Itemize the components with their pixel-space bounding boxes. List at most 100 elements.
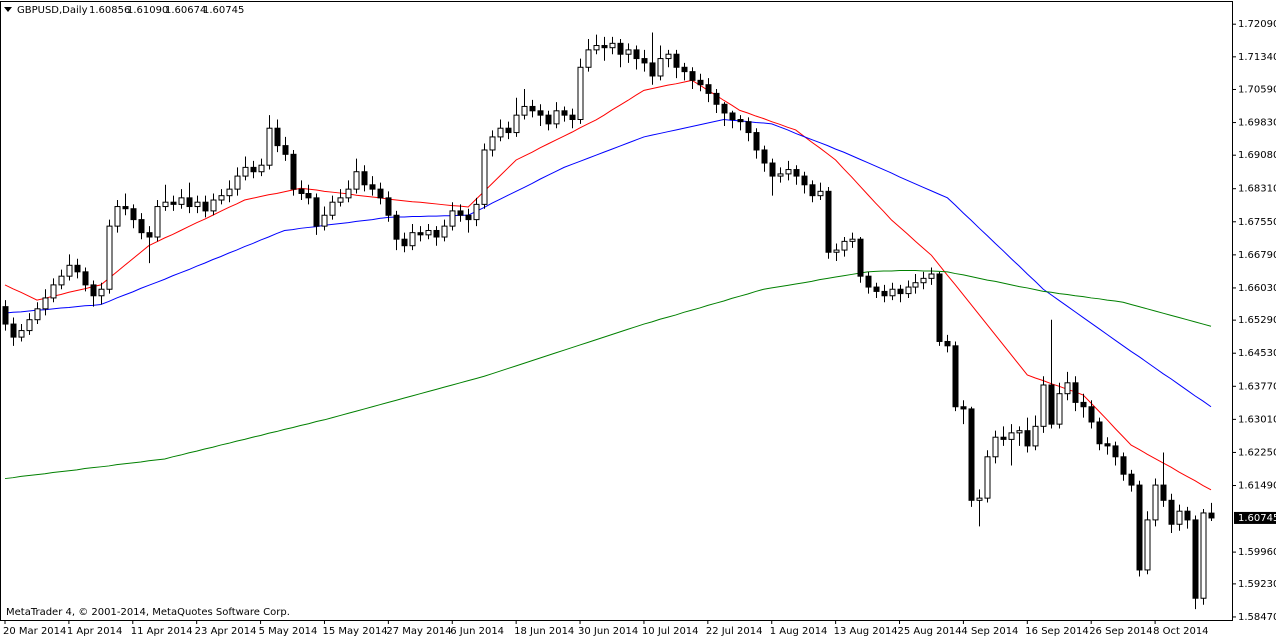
candle-body [873,286,880,292]
candle-body [1064,382,1071,395]
x-tick-label: 1 Aug 2014 [770,626,828,637]
candle-body [138,219,145,234]
candle-body [1120,456,1127,475]
candle-body [1008,432,1015,440]
candle-body [1152,484,1159,521]
candle-body [593,45,600,51]
candle-body [952,345,959,408]
plot-frame [0,1,1233,621]
candle-body [833,249,840,253]
candle-body [1032,425,1039,447]
candle-body [753,132,760,151]
candle-body [912,282,919,288]
y-tick-label: 1.63010 [1238,414,1276,425]
x-tick-label: 6 Jun 2014 [450,626,504,637]
candle-body [697,79,704,86]
candle-body [385,197,392,216]
candle-body [250,166,257,173]
candle-body [313,197,320,227]
candle-body [1144,519,1151,571]
candle-body [393,214,400,240]
candle-body [345,188,352,199]
candle-body [505,127,512,134]
candle-body [1048,384,1055,425]
candle-body [681,66,688,73]
candle-body [409,232,416,247]
x-tick-label: 20 Mar 2014 [3,626,66,637]
y-tick-label: 1.67550 [1238,217,1276,228]
candle-body [881,290,888,297]
x-tick-label: 18 Jun 2014 [514,626,574,637]
candle-body [170,201,177,205]
candle-body [905,286,912,295]
candle-body [321,214,328,227]
moving-average-line [4,79,1212,491]
candle-body [841,240,848,251]
candle-body [417,232,424,236]
candle-body [202,201,209,212]
candle-body [1136,484,1143,571]
candle-body [825,190,832,253]
last-price-label: 1.60745 [1238,513,1276,524]
candle-body [130,208,137,221]
y-tick-label: 1.69830 [1238,118,1276,129]
y-tick-label: 1.71340 [1238,52,1276,63]
candle-body [569,114,576,121]
y-tick-label: 1.66790 [1238,250,1276,261]
candle-body [2,306,9,325]
candle-body [857,238,864,277]
candle-body [337,197,344,203]
candle-body [1104,443,1111,447]
x-tick-label: 8 Oct 2014 [1153,626,1208,637]
candle-body [34,308,41,321]
candle-body [936,273,943,342]
candle-body [745,121,752,134]
candle-body [178,197,185,205]
y-tick-label: 1.63770 [1238,381,1276,392]
candle-body [761,149,768,164]
candle-body [553,110,560,125]
candle-body [1080,401,1087,408]
candle-body [290,153,297,190]
candle-body [242,166,249,177]
copyright: MetaTrader 4, © 2001-2014, MetaQuotes So… [6,607,290,618]
candle-body [481,149,488,205]
candle-body [282,145,289,155]
candle-body [817,190,824,197]
candle-body [329,201,336,216]
candle-body [513,114,520,134]
x-tick-label: 1 Apr 2014 [67,626,122,637]
candle-body [769,162,776,177]
candle-body [1096,421,1103,445]
x-tick-label: 22 Jul 2014 [706,626,763,637]
x-tick-label: 26 Sep 2014 [1089,626,1152,637]
candle-body [577,66,584,121]
candle-body [26,319,33,332]
x-tick-label: 5 May 2014 [259,626,318,637]
candle-body [1128,473,1135,486]
candle-body [976,497,983,501]
candle-body [1000,436,1007,440]
ohlc-high: 1.61090 [127,5,168,16]
candle-body [218,195,225,201]
candle-body [633,49,640,60]
y-tick-label: 1.68310 [1238,184,1276,195]
candle-body [1024,430,1031,447]
candle-body [729,112,736,121]
x-tick-label: 23 Apr 2014 [195,626,257,637]
candle-body [1112,445,1119,458]
candle-body [1176,510,1183,525]
candle-body [154,206,161,238]
candle-body [1072,382,1079,403]
candle-body [793,169,800,177]
candle-body [361,171,368,186]
candle-body [705,84,712,94]
candle-body [944,340,951,347]
y-tick-label: 1.59960 [1238,547,1276,558]
x-tick-label: 16 Sep 2014 [1025,626,1088,637]
candle-body [1040,384,1047,427]
candle-body [721,103,728,114]
candle-body [713,92,720,105]
candle-body [928,273,935,279]
candle-body [529,105,536,112]
